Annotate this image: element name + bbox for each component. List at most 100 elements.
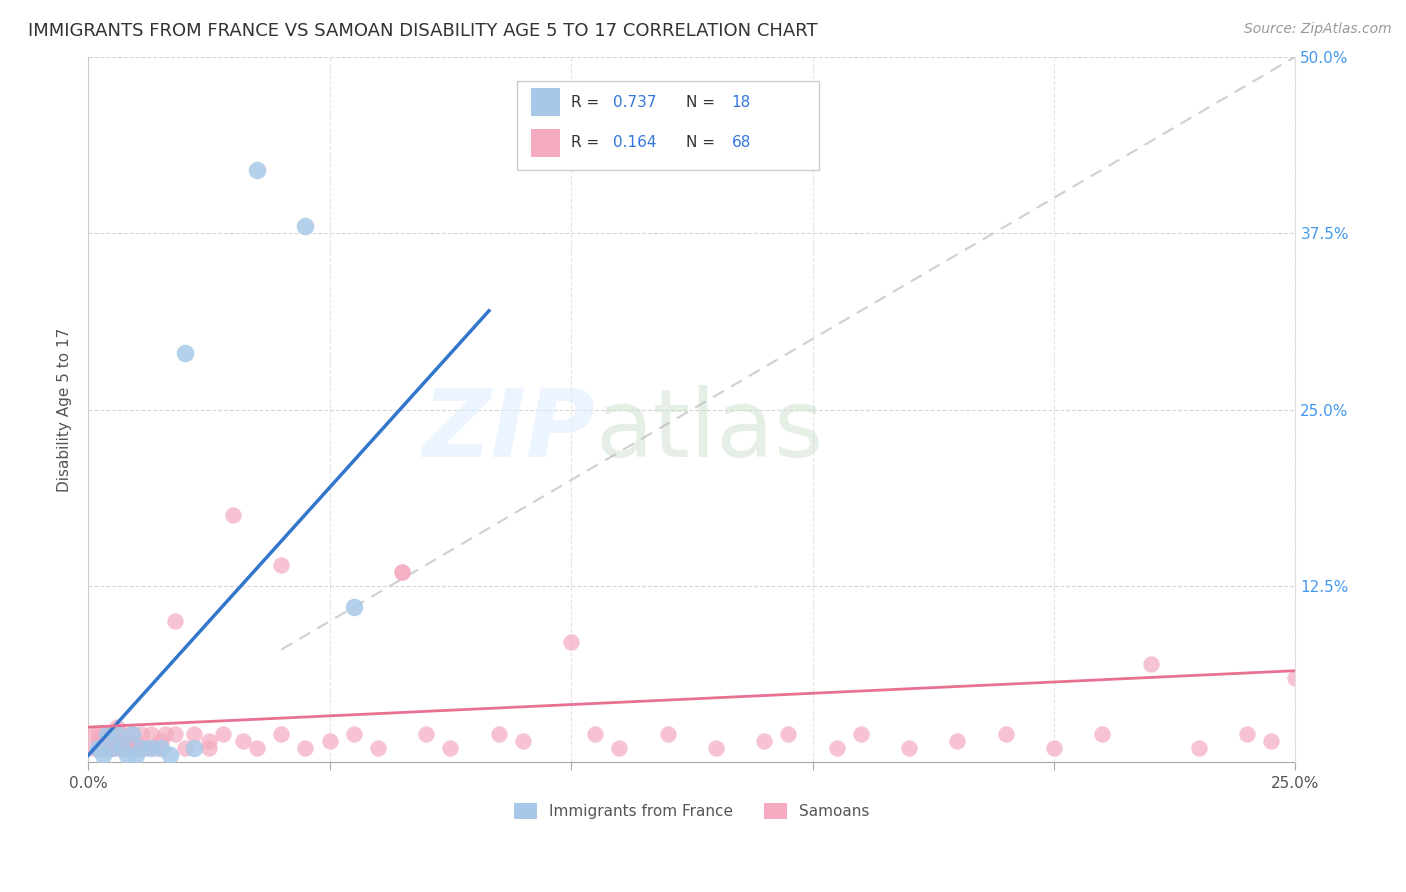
Point	[246, 162, 269, 177]
Point	[222, 508, 245, 523]
Point	[246, 741, 269, 756]
Point	[159, 748, 181, 763]
Point	[111, 727, 134, 741]
Point	[183, 741, 205, 756]
Point	[1284, 671, 1306, 685]
Point	[391, 565, 413, 579]
Point	[101, 741, 124, 756]
Point	[825, 741, 848, 756]
Point	[198, 741, 221, 756]
Point	[343, 600, 366, 615]
Point	[232, 734, 254, 748]
Point	[343, 727, 366, 741]
Text: atlas: atlas	[595, 384, 824, 476]
Point	[173, 346, 195, 360]
Point	[270, 558, 292, 572]
Point	[778, 727, 800, 741]
Point	[946, 734, 969, 748]
Point	[111, 741, 134, 756]
Point	[139, 727, 162, 741]
Point	[129, 727, 152, 741]
Point	[270, 727, 292, 741]
Legend: Immigrants from France, Samoans: Immigrants from France, Samoans	[508, 797, 876, 825]
Point	[121, 727, 143, 741]
Point	[318, 734, 340, 748]
Point	[101, 741, 124, 756]
Point	[125, 741, 148, 756]
Text: 0.737: 0.737	[613, 95, 657, 110]
Point	[560, 635, 582, 649]
Point	[111, 741, 134, 756]
Point	[488, 727, 510, 741]
Point	[1236, 727, 1258, 741]
Point	[165, 615, 187, 629]
Point	[212, 727, 235, 741]
Text: R =: R =	[571, 95, 605, 110]
Point	[198, 734, 221, 748]
Point	[96, 727, 118, 741]
Text: N =: N =	[686, 95, 720, 110]
Point	[754, 734, 776, 748]
Point	[165, 727, 187, 741]
Point	[1260, 734, 1282, 748]
Point	[91, 748, 114, 763]
Text: Source: ZipAtlas.com: Source: ZipAtlas.com	[1244, 22, 1392, 37]
Point	[145, 741, 167, 756]
Point	[105, 727, 128, 741]
Point	[87, 727, 110, 741]
FancyBboxPatch shape	[517, 81, 818, 169]
Point	[149, 741, 172, 756]
Y-axis label: Disability Age 5 to 17: Disability Age 5 to 17	[58, 327, 72, 491]
Point	[294, 219, 316, 233]
Point	[101, 727, 124, 741]
Point	[91, 734, 114, 748]
Point	[155, 727, 177, 741]
Point	[91, 727, 114, 741]
Point	[149, 734, 172, 748]
Point	[82, 727, 104, 741]
Point	[512, 734, 534, 748]
Point	[391, 565, 413, 579]
Point	[105, 720, 128, 734]
FancyBboxPatch shape	[531, 88, 560, 117]
Point	[657, 727, 679, 741]
Point	[96, 727, 118, 741]
Text: 68: 68	[731, 136, 751, 151]
Point	[96, 741, 118, 756]
Point	[139, 741, 162, 756]
Point	[994, 727, 1017, 741]
Point	[115, 734, 138, 748]
Point	[173, 741, 195, 756]
Point	[87, 741, 110, 756]
Point	[101, 734, 124, 748]
Point	[367, 741, 389, 756]
Text: R =: R =	[571, 136, 605, 151]
Point	[87, 741, 110, 756]
Point	[135, 741, 157, 756]
Point	[129, 741, 152, 756]
Point	[294, 741, 316, 756]
Point	[125, 734, 148, 748]
Point	[898, 741, 921, 756]
Point	[583, 727, 606, 741]
Text: 0.164: 0.164	[613, 136, 657, 151]
Point	[609, 741, 631, 756]
Point	[1188, 741, 1211, 756]
Point	[1043, 741, 1066, 756]
Point	[415, 727, 437, 741]
Point	[1139, 657, 1161, 671]
Point	[87, 734, 110, 748]
Point	[704, 741, 727, 756]
Point	[125, 748, 148, 763]
Text: IMMIGRANTS FROM FRANCE VS SAMOAN DISABILITY AGE 5 TO 17 CORRELATION CHART: IMMIGRANTS FROM FRANCE VS SAMOAN DISABIL…	[28, 22, 818, 40]
Point	[121, 727, 143, 741]
Point	[82, 741, 104, 756]
Text: 18: 18	[731, 95, 751, 110]
Point	[183, 727, 205, 741]
Text: ZIP: ZIP	[422, 384, 595, 476]
Point	[1091, 727, 1114, 741]
FancyBboxPatch shape	[531, 128, 560, 157]
Point	[91, 741, 114, 756]
Point	[849, 727, 872, 741]
Point	[115, 748, 138, 763]
